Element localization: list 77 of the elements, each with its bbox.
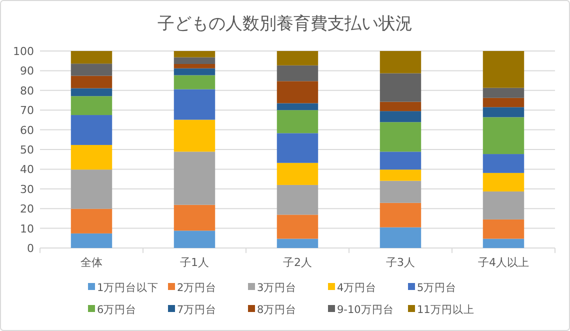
bar [70, 96, 112, 116]
bar [174, 152, 216, 205]
bar [380, 180, 422, 203]
bar [482, 51, 524, 88]
bar [380, 73, 422, 102]
bar [380, 170, 422, 181]
bar [174, 120, 216, 152]
bar [70, 233, 112, 248]
y-tick-label: 40 [20, 163, 34, 176]
y-tick-label: 60 [20, 124, 34, 137]
bar [482, 219, 524, 239]
bar [70, 170, 112, 209]
bar [482, 88, 524, 98]
bar [276, 214, 318, 239]
bar [174, 75, 216, 90]
bar [70, 76, 112, 88]
legend-label: 11万円以上 [417, 303, 474, 316]
bar [70, 115, 112, 145]
bar [380, 122, 422, 152]
bar [482, 154, 524, 173]
bar [174, 230, 216, 248]
bar [276, 238, 318, 248]
bar [70, 208, 112, 234]
bar [380, 152, 422, 170]
bar [174, 89, 216, 120]
x-tick-label: 全体 [80, 256, 102, 269]
x-tick-label: 子2人 [283, 256, 312, 269]
bar [380, 102, 422, 112]
y-tick-label: 90 [20, 64, 34, 78]
bar [70, 64, 112, 76]
bar [174, 51, 216, 58]
bar [482, 172, 524, 192]
y-tick-label: 10 [20, 222, 34, 236]
bar [380, 51, 422, 74]
bar [276, 103, 318, 110]
bar [482, 191, 524, 220]
bar [276, 162, 318, 185]
y-tick-label: 80 [20, 84, 34, 98]
x-tick-label: 子4人以上 [478, 256, 529, 269]
bar [276, 110, 318, 134]
legend-label: 2万円台 [177, 281, 217, 294]
bar [276, 65, 318, 82]
legend-label: 9-10万円台 [337, 303, 394, 316]
x-tick-label: 子3人 [386, 256, 415, 269]
y-tick-label: 0 [27, 242, 34, 255]
bar [70, 88, 112, 96]
legend-label: 6万円台 [97, 303, 137, 316]
legend-label: 8万円台 [257, 303, 297, 316]
bar [174, 57, 216, 64]
bar [482, 98, 524, 108]
legend-label: 1万円台以下 [97, 281, 159, 294]
legend-label: 3万円台 [257, 281, 297, 294]
y-tick-label: 30 [20, 182, 34, 196]
bar [70, 144, 112, 170]
bar [276, 81, 318, 104]
bar [380, 227, 422, 248]
y-tick-label: 20 [20, 202, 34, 216]
legend-label: 4万円台 [337, 281, 377, 294]
bar [174, 64, 216, 68]
legend-label: 7万円台 [177, 303, 217, 316]
y-tick-label: 100 [13, 45, 34, 58]
bar [482, 117, 524, 154]
bar [276, 184, 318, 215]
y-tick-label: 50 [20, 144, 34, 156]
y-tick-label: 70 [20, 104, 34, 118]
chart-title: 子どもの人数別養育費支払い状況 [158, 14, 412, 34]
bar [482, 107, 524, 118]
bar [174, 204, 216, 231]
bar [380, 202, 422, 228]
legend-label: 5万円台 [417, 281, 457, 294]
bar [380, 111, 422, 122]
bar [174, 68, 216, 76]
bar [70, 51, 112, 64]
bar [276, 51, 318, 66]
bar [482, 238, 524, 248]
bar [276, 133, 318, 163]
x-tick-label: 子1人 [180, 256, 209, 269]
